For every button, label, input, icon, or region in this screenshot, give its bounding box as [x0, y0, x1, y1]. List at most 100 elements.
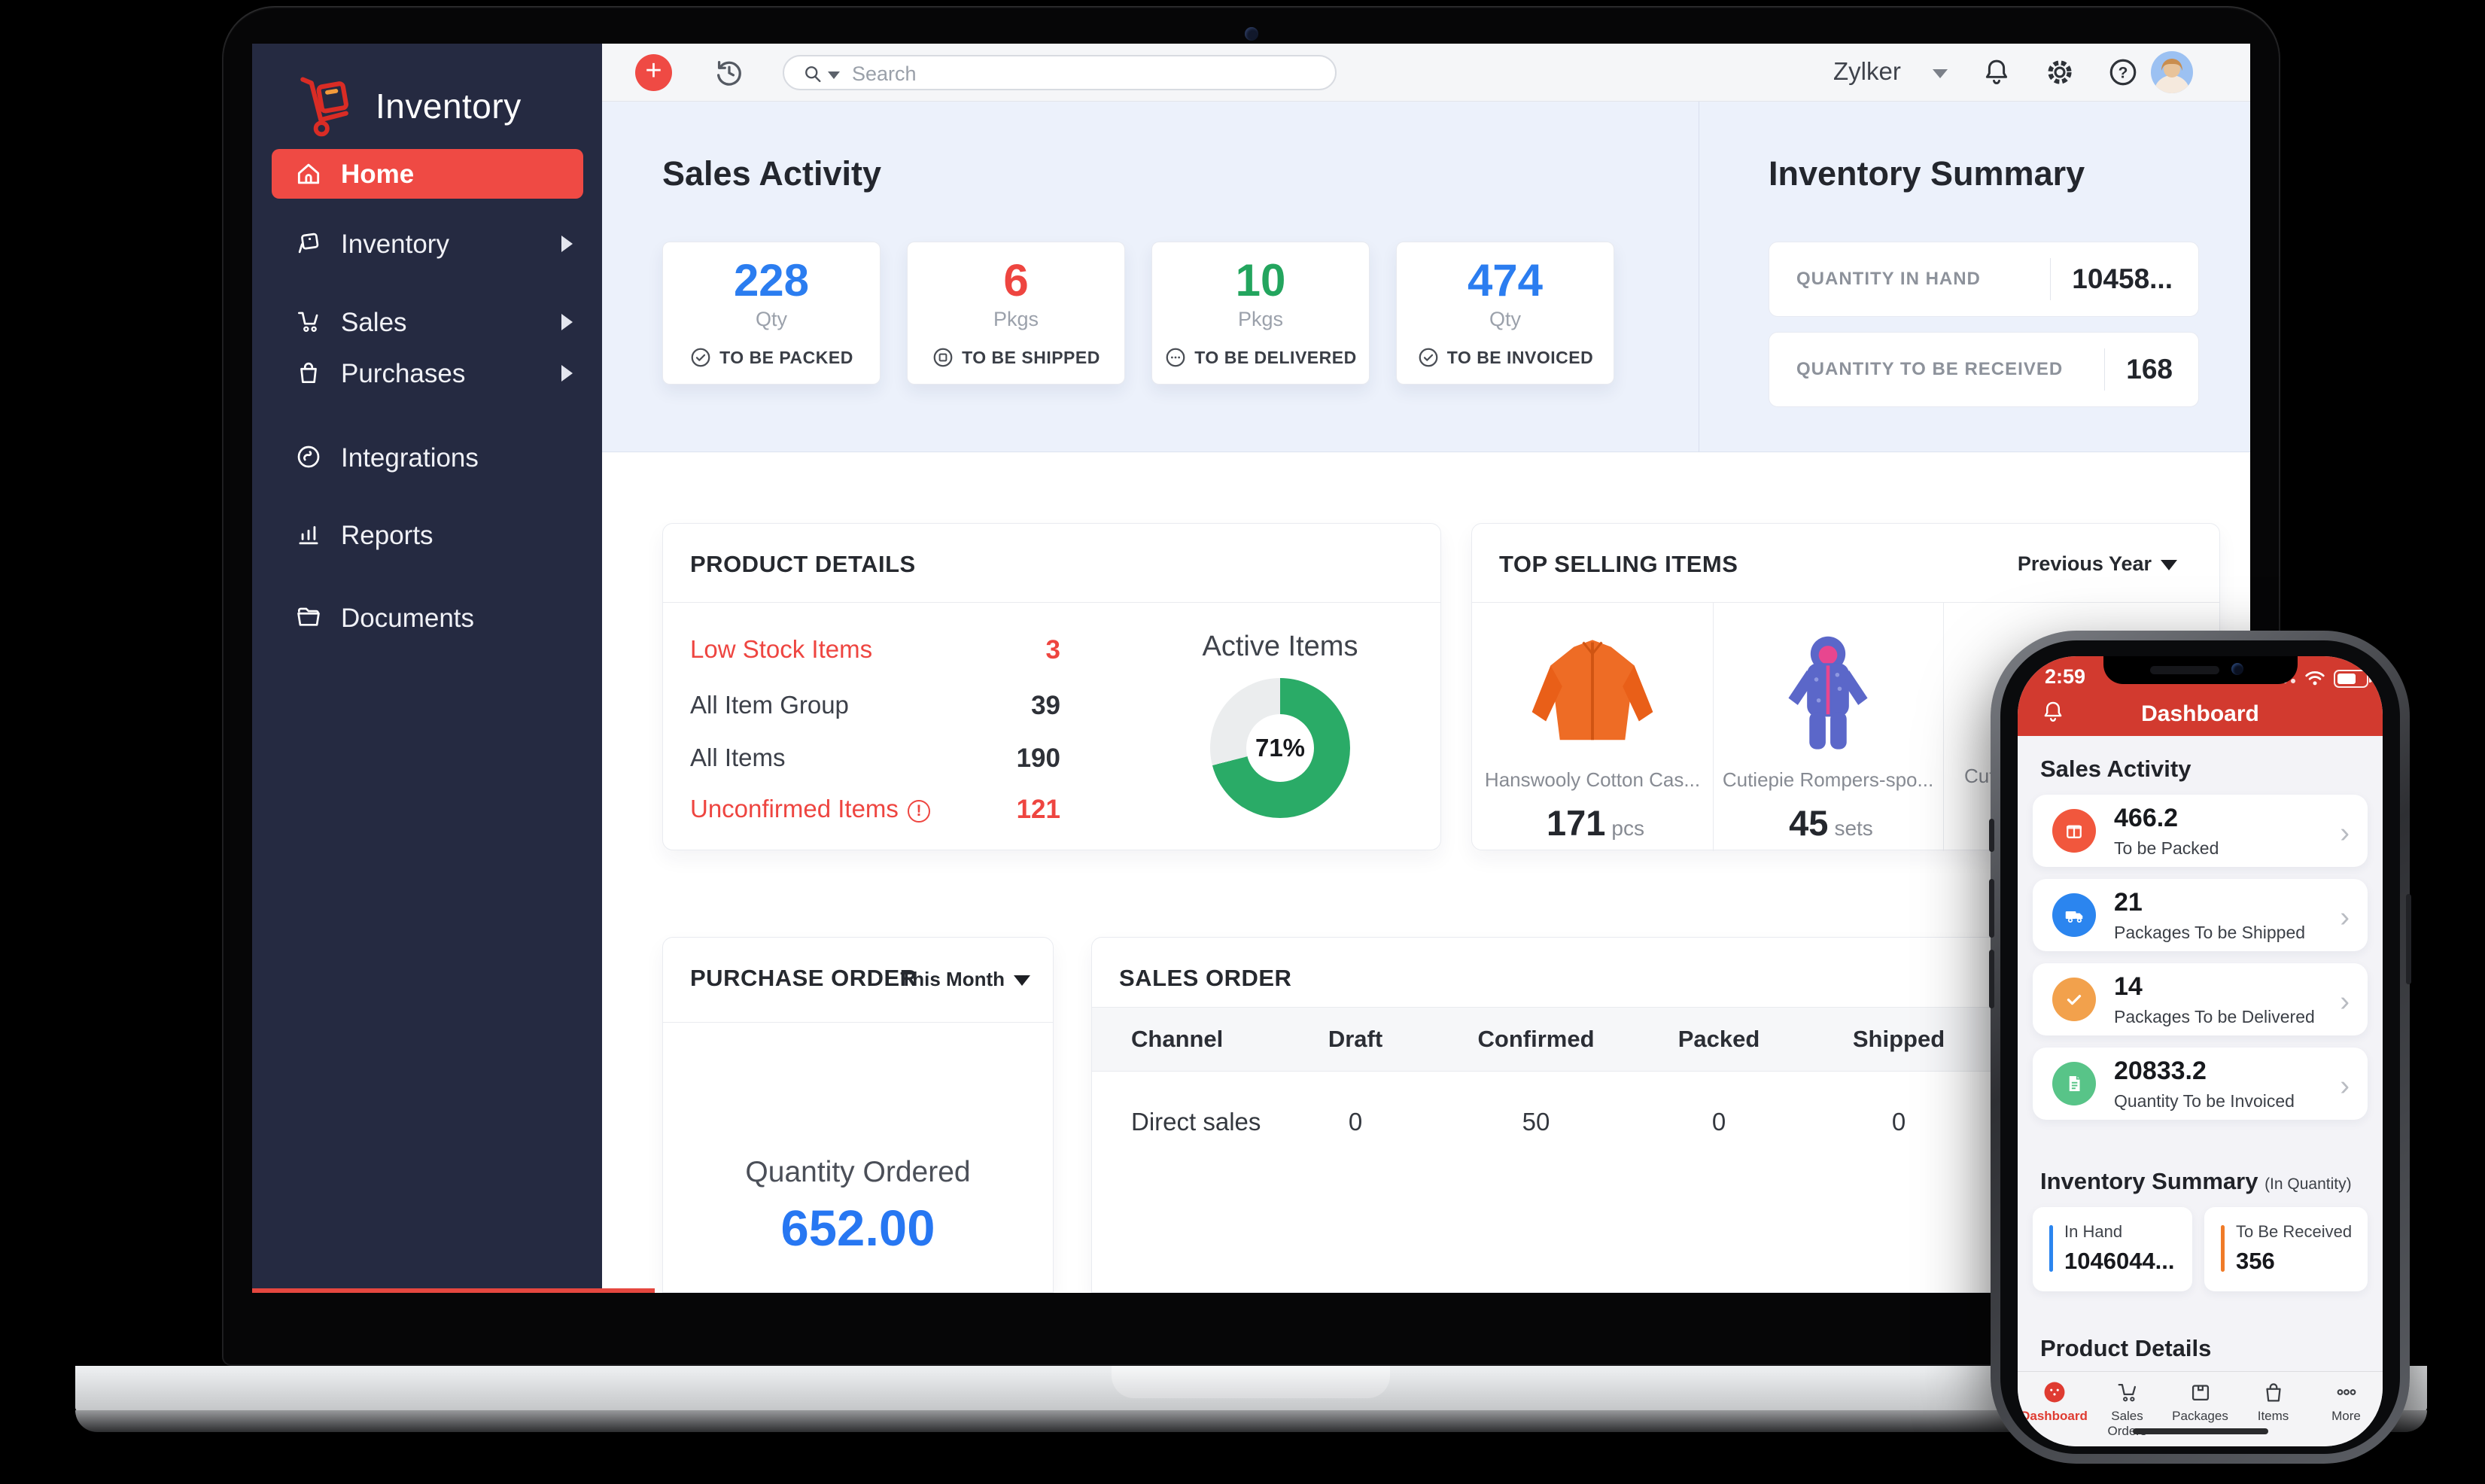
- metric-value: 6: [1003, 255, 1029, 306]
- row-value: 39: [1031, 691, 1060, 720]
- sidebar-item-integrations[interactable]: Integrations: [272, 434, 583, 479]
- tab-more[interactable]: More: [2310, 1372, 2383, 1446]
- quantity-ordered-label: Quantity Ordered: [745, 1156, 971, 1188]
- bar-chart-icon: [299, 526, 318, 545]
- card-value: 21: [2114, 888, 2143, 917]
- phone-volume-up-button: [1989, 879, 1994, 938]
- sales-activity-card-to-be-delivered[interactable]: 10 Pkgs TO BE DELIVERED: [1151, 242, 1370, 385]
- home-indicator[interactable]: [2132, 1428, 2268, 1434]
- sidebar-item-sales[interactable]: Sales: [272, 299, 583, 344]
- sidebar-item-reports[interactable]: Reports: [272, 512, 583, 557]
- phone-to-be-received-card[interactable]: To Be Received 356: [2204, 1207, 2368, 1291]
- cell-packed: 0: [1711, 1108, 1726, 1136]
- column-header[interactable]: Draft: [1328, 1026, 1383, 1052]
- notifications-bell-icon[interactable]: [1981, 56, 2012, 88]
- inventory-summary-row: QUANTITY TO BE RECEIVED 168: [1769, 332, 2199, 407]
- range-dropdown[interactable]: Previous Year: [2018, 552, 2177, 576]
- metric-unit: Pkgs: [993, 308, 1039, 330]
- sidebar-item-label: Home: [341, 160, 415, 189]
- accent-bar: [2221, 1225, 2225, 1272]
- phone-notch: [2103, 656, 2298, 684]
- tab-label: Sales Orders: [2107, 1409, 2147, 1438]
- donut-percent: 71%: [1255, 734, 1306, 762]
- info-icon[interactable]: !: [907, 800, 930, 823]
- card-label: Packages To be Delivered: [2114, 1007, 2315, 1026]
- metric-unit: Pkgs: [1237, 308, 1284, 330]
- range-dropdown[interactable]: This Month: [900, 968, 1030, 991]
- settings-gear-icon[interactable]: [2044, 56, 2076, 88]
- search-icon: [805, 66, 821, 83]
- status-time: 2:59: [2045, 665, 2086, 688]
- check-circle-icon: [1419, 348, 1438, 367]
- phone-page-title: Dashboard: [2141, 701, 2259, 726]
- ellipsis-circle-icon: [1166, 348, 1185, 367]
- tab-items[interactable]: Items: [2237, 1372, 2310, 1446]
- product-row-all-item-group[interactable]: All Item Group 39: [690, 691, 1060, 721]
- metric-value: 228: [733, 255, 810, 306]
- accent-bar: [2049, 1225, 2053, 1272]
- cart-icon: [2118, 1383, 2136, 1402]
- search-input[interactable]: Search: [783, 55, 1337, 90]
- sidebar-item-label: Purchases: [341, 359, 466, 388]
- laptop-screen: Inventory Home Inventory: [252, 44, 2250, 1293]
- tab-sales-orders[interactable]: Sales Orders: [2091, 1372, 2164, 1446]
- sidebar-item-inventory[interactable]: Inventory: [272, 220, 583, 266]
- sidebar-item-purchases[interactable]: Purchases: [272, 350, 583, 395]
- help-icon[interactable]: ?: [2107, 56, 2139, 88]
- integrations-icon: [297, 446, 320, 468]
- phone-card-to-be-invoiced[interactable]: 20833.2 Quantity To be Invoiced ›: [2033, 1048, 2368, 1120]
- phone-in-hand-card[interactable]: In Hand 1046044...: [2033, 1207, 2192, 1291]
- phone-card-to-be-delivered[interactable]: 14 Packages To be Delivered ›: [2033, 963, 2368, 1035]
- cardigan-product-image: [1531, 640, 1653, 740]
- sidebar-item-home[interactable]: Home: [272, 149, 583, 199]
- romper-product-image: [1788, 636, 1868, 750]
- column-header[interactable]: Shipped: [1852, 1026, 1945, 1052]
- top-selling-item[interactable]: Hanswooly Cotton Cas... 171 pcs: [1480, 602, 1705, 844]
- sales-activity-card-to-be-packed[interactable]: 228 Qty TO BE PACKED: [662, 242, 881, 385]
- card-title: PURCHASE ORDER: [690, 965, 917, 991]
- phone-power-button: [2406, 894, 2411, 984]
- dashboard-top-band: Sales Activity 228 Qty TO BE PACKED 6 Pk…: [602, 102, 2250, 452]
- history-icon[interactable]: [712, 55, 747, 90]
- phone-card-to-be-packed[interactable]: 466.2 To be Packed ›: [2033, 795, 2368, 867]
- shopping-bag-icon: [300, 362, 317, 384]
- phone-bell-icon[interactable]: [2040, 698, 2066, 725]
- column-divider: [1943, 602, 1944, 851]
- phone-card-to-be-shipped[interactable]: 21 Packages To be Shipped ›: [2033, 879, 2368, 951]
- product-row-all-items[interactable]: All Items 190: [690, 744, 1060, 774]
- chevron-down-icon: [1933, 69, 1948, 78]
- hand-truck-logo-icon: [300, 77, 348, 137]
- product-row-low-stock[interactable]: Low Stock Items 3: [690, 635, 1060, 665]
- metric-value: 474: [1467, 255, 1544, 306]
- tab-label: Packages: [2172, 1409, 2228, 1423]
- quick-create-button[interactable]: +: [635, 54, 672, 91]
- product-qty: 171 pcs: [1547, 803, 1644, 843]
- top-selling-item[interactable]: Cutiepie Rompers-spo... 45 sets: [1715, 602, 1941, 844]
- tab-dashboard[interactable]: Dashboard: [2018, 1372, 2091, 1446]
- card-value: 20833.2: [2114, 1057, 2207, 1085]
- sidebar-item-label: Integrations: [341, 443, 479, 473]
- check-icon: [2052, 978, 2096, 1021]
- column-header[interactable]: Channel: [1131, 1026, 1224, 1052]
- inventory-summary-subtitle: (In Quantity): [2264, 1175, 2352, 1193]
- tab-packages[interactable]: Packages: [2164, 1372, 2237, 1446]
- column-header[interactable]: Confirmed: [1477, 1026, 1595, 1052]
- sales-activity-card-to-be-shipped[interactable]: 6 Pkgs TO BE SHIPPED: [907, 242, 1125, 385]
- laptop-camera: [1245, 27, 1258, 41]
- cell-shipped: 0: [1891, 1108, 1906, 1136]
- divider: [1472, 602, 2219, 603]
- sidebar-item-label: Inventory: [341, 230, 449, 259]
- phone-front-camera: [2231, 663, 2243, 675]
- user-avatar[interactable]: [2151, 51, 2193, 93]
- laptop-frame: Inventory Home Inventory: [222, 6, 2280, 1366]
- sales-activity-card-to-be-invoiced[interactable]: 474 Qty TO BE INVOICED: [1396, 242, 1614, 385]
- search-scope-caret-icon[interactable]: [828, 71, 840, 79]
- sidebar-item-documents[interactable]: Documents: [272, 595, 583, 640]
- column-header[interactable]: Packed: [1677, 1026, 1760, 1052]
- chevron-right-icon: ›: [2340, 1070, 2350, 1102]
- org-switcher[interactable]: Zylker: [1833, 57, 1901, 85]
- purchase-order-card: PURCHASE ORDER This Month Quantity Order…: [662, 937, 1054, 1293]
- product-row-unconfirmed[interactable]: Unconfirmed Items! 121: [690, 795, 1060, 825]
- tab-label: More: [2331, 1409, 2361, 1423]
